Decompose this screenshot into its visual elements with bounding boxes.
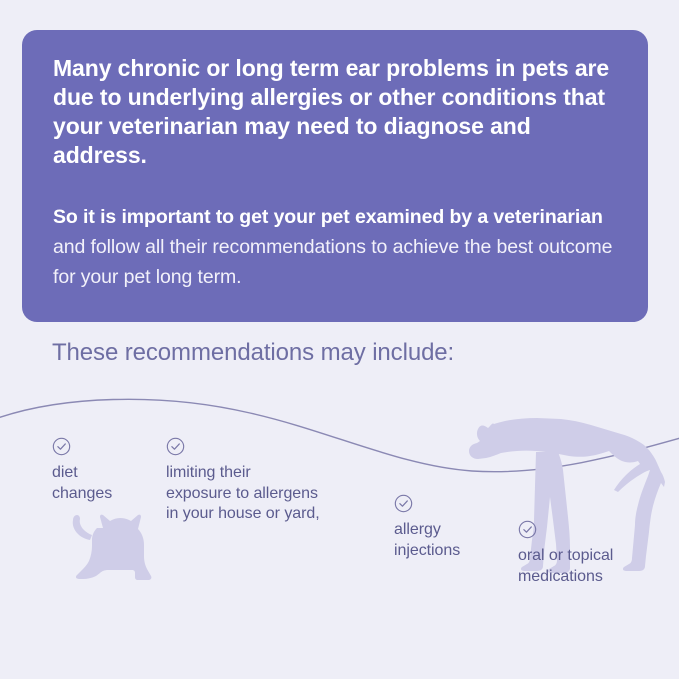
recommendation-label: limiting their exposure to allergens in … (166, 464, 320, 522)
callout-lead-text: Many chronic or long term ear problems i… (53, 55, 610, 168)
recommendation-label: allergy injections (394, 521, 461, 559)
check-circle-icon (394, 494, 413, 513)
recommendation-item-oral-topical-medications: oral or topical medications (518, 520, 668, 587)
callout-body-strong: So it is important to get your pet exami… (53, 206, 603, 228)
cat-silhouette (72, 514, 152, 580)
recommendation-label: oral or topical medications (518, 547, 614, 585)
callout-body-rest: and follow all their recommendations to … (53, 236, 613, 288)
section-heading: These recommendations may include: (52, 339, 455, 366)
callout-card: Many chronic or long term ear problems i… (22, 30, 648, 322)
check-circle-icon (518, 520, 537, 539)
check-circle-icon (52, 437, 71, 456)
check-circle-icon (166, 437, 185, 456)
recommendation-item-limiting-exposure: limiting their exposure to allergens in … (166, 437, 366, 525)
recommendation-label: diet changes (52, 464, 113, 502)
recommendation-item-allergy-injections: allergy injections (394, 494, 524, 561)
recommendation-item-diet-changes: diet changes (52, 437, 172, 504)
callout-body-text: So it is important to get your pet exami… (53, 202, 618, 292)
